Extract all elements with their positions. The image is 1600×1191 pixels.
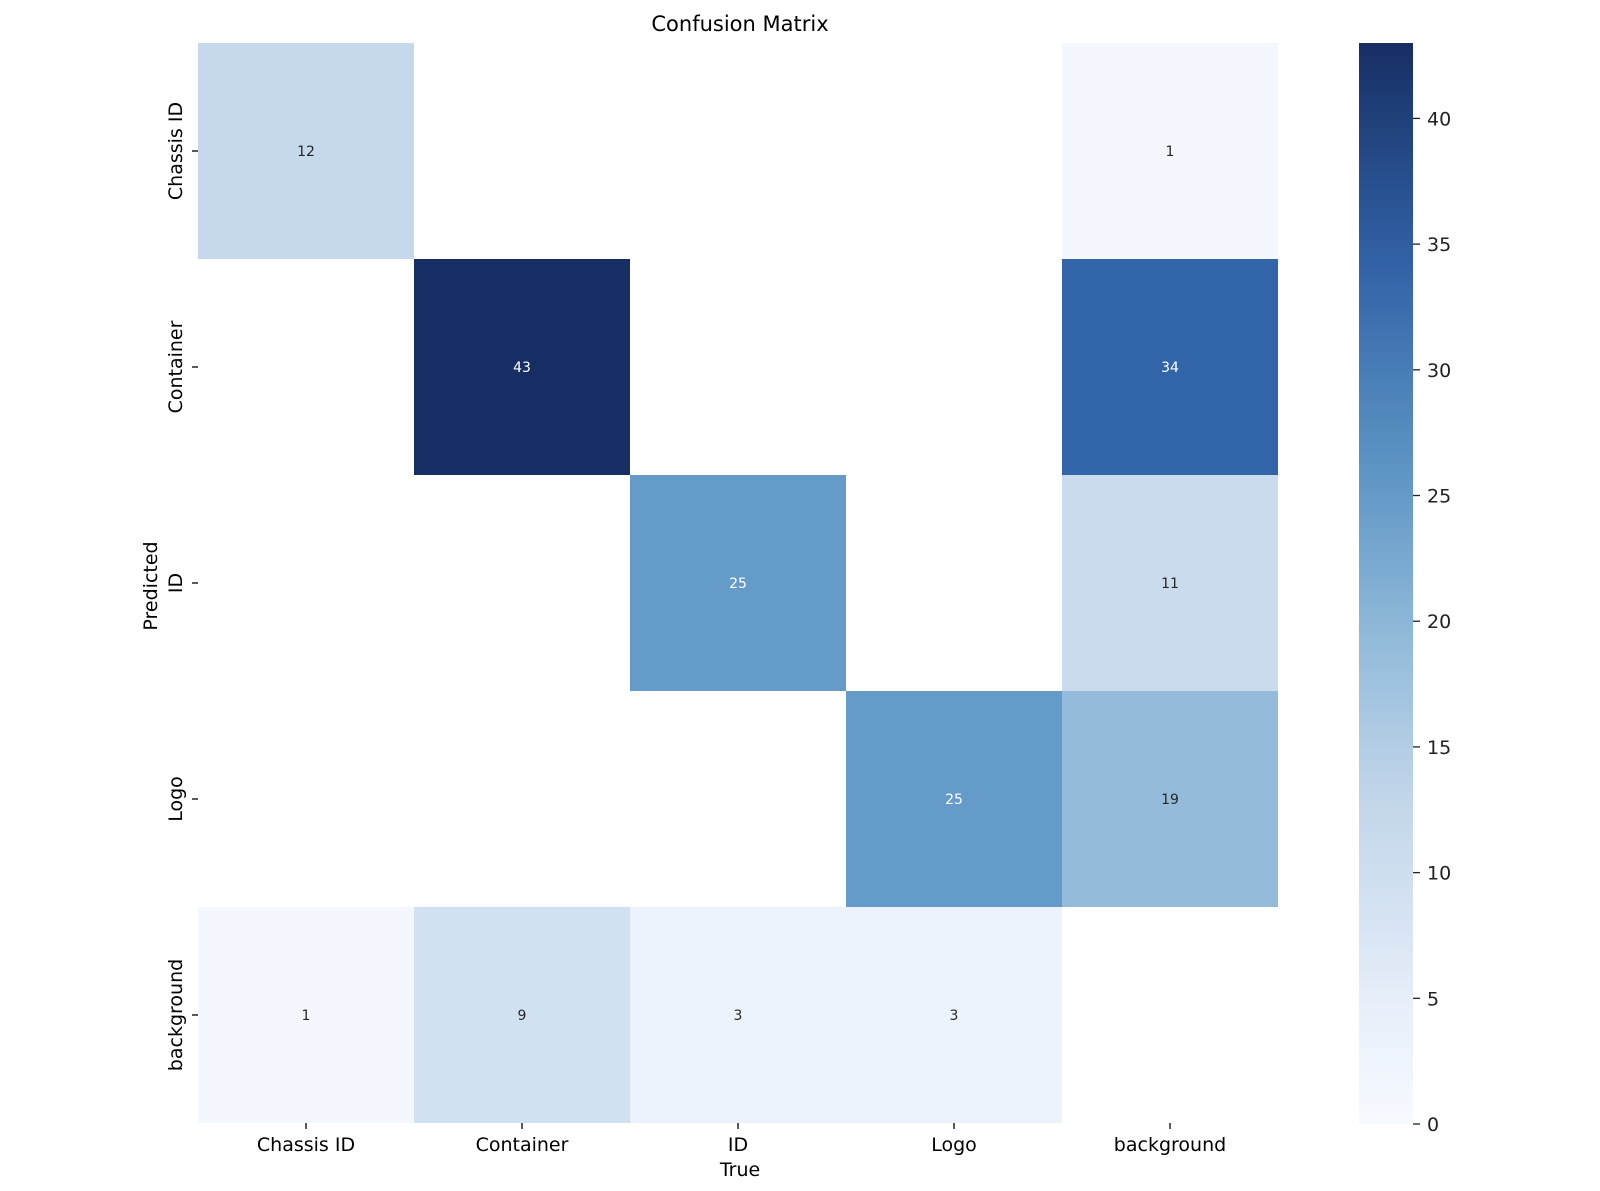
heatmap-cell — [1062, 691, 1278, 907]
x-tick-label: Chassis ID — [257, 1134, 355, 1156]
heatmap-cell — [414, 907, 630, 1123]
heatmap-cell — [414, 259, 630, 475]
cell-value-label: 19 — [1161, 792, 1179, 808]
heatmap-cell — [198, 907, 414, 1123]
x-tick-label: ID — [728, 1134, 748, 1156]
y-tick-label: Chassis ID — [165, 102, 187, 200]
colorbar-tick-label: 10 — [1427, 863, 1451, 885]
y-axis-ticks: Chassis ID Container ID Logo background — [165, 102, 198, 1071]
cell-value-label: 11 — [1161, 576, 1179, 592]
colorbar-tick-label: 15 — [1427, 737, 1451, 759]
cell-value-label: 3 — [950, 1008, 959, 1024]
cell-value-label: 25 — [729, 576, 747, 592]
heatmap-cell — [630, 475, 846, 691]
x-tick-label: Logo — [931, 1134, 977, 1156]
colorbar-ticks: 0 5 10 15 20 25 30 35 40 — [1413, 108, 1451, 1136]
x-axis-label: True — [719, 1159, 760, 1181]
heatmap-cell — [198, 43, 414, 259]
x-tick-label: Container — [476, 1134, 569, 1156]
colorbar-tick-label: 35 — [1427, 234, 1451, 256]
colorbar-tick-label: 25 — [1427, 486, 1451, 508]
colorbar — [1359, 43, 1413, 1124]
heatmap-cell — [846, 691, 1062, 907]
heatmap-cell — [630, 907, 846, 1123]
cell-value-label: 1 — [1166, 144, 1175, 160]
heatmap-cell — [846, 907, 1062, 1123]
y-axis-label: Predicted — [140, 541, 162, 630]
heatmap-cell — [1062, 259, 1278, 475]
y-tick-label: Logo — [165, 776, 187, 822]
cell-value-label: 1 — [302, 1008, 311, 1024]
cell-value-label: 25 — [945, 792, 963, 808]
y-tick-label: background — [165, 959, 187, 1071]
colorbar-tick-label: 40 — [1427, 108, 1451, 130]
x-tick-label: background — [1114, 1134, 1226, 1156]
colorbar-tick-label: 0 — [1427, 1114, 1439, 1136]
colorbar-tick-label: 20 — [1427, 611, 1451, 633]
y-tick-label: Container — [165, 320, 187, 413]
heatmap-cell — [1062, 43, 1278, 259]
cell-value-label: 3 — [734, 1008, 743, 1024]
cell-value-label: 43 — [513, 360, 531, 376]
colorbar-tick-label: 5 — [1427, 988, 1439, 1010]
colorbar-tick-label: 30 — [1427, 360, 1451, 382]
cell-value-label: 12 — [297, 144, 315, 160]
heatmap-cell — [1062, 475, 1278, 691]
x-axis-ticks: Chassis ID Container ID Logo background — [257, 1123, 1226, 1156]
cell-value-label: 9 — [518, 1008, 527, 1024]
y-tick-label: ID — [165, 573, 187, 593]
cell-value-label: 34 — [1161, 360, 1179, 376]
chart-title: Confusion Matrix — [651, 12, 828, 36]
